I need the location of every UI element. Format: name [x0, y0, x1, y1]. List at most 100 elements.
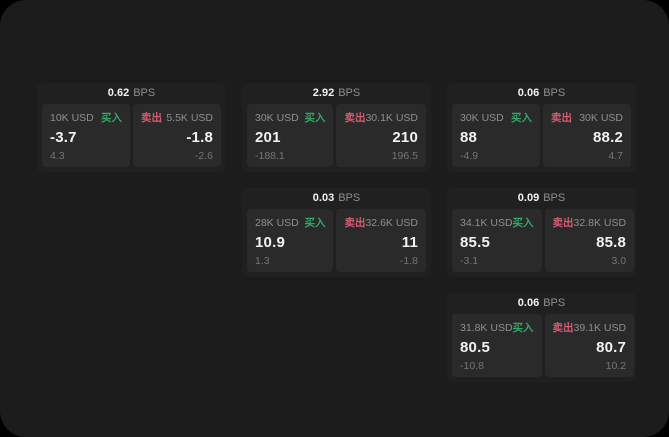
sell-price: 80.7 — [596, 339, 627, 356]
bps-header: 0.03 BPS — [242, 188, 431, 209]
buy-delta: 4.3 — [50, 150, 65, 162]
sell-side-label: 卖出 — [551, 112, 572, 124]
bps-header: 0.06 BPS — [447, 83, 636, 104]
sell-side-label: 卖出 — [344, 112, 366, 124]
sell-tile-header: 卖出 32.6K USD — [344, 215, 418, 230]
buy-tile-header: 30K USD 买入 — [460, 110, 532, 125]
quote-panels: 31.8K USD 买入 80.5 -10.8 卖出 39.1K USD 80.… — [452, 314, 635, 377]
bps-value: 0.06 — [517, 297, 540, 309]
sell-amount: 30.1K USD — [365, 111, 418, 124]
buy-quote-tile[interactable]: 28K USD 买入 10.9 1.3 — [247, 209, 334, 272]
sell-amount: 32.8K USD — [573, 216, 627, 229]
sell-side-label: 卖出 — [344, 217, 366, 229]
buy-price: -3.7 — [50, 129, 77, 146]
sell-side-label: 卖出 — [552, 322, 574, 334]
buy-amount: 30K USD — [460, 111, 504, 124]
buy-tile-header: 31.8K USD 买入 — [460, 320, 534, 335]
sell-delta: 10.2 — [605, 360, 627, 372]
quote-card: 0.03 BPS 28K USD 买入 10.9 1.3 卖出 32.6K US… — [242, 188, 431, 277]
sell-tile-header: 卖出 39.1K USD — [553, 320, 627, 335]
quote-card: 0.06 BPS 30K USD 买入 88 -4.9 卖出 30K USD 8… — [447, 83, 636, 172]
buy-amount: 28K USD — [255, 216, 299, 229]
bps-header: 0.06 BPS — [447, 293, 636, 314]
bps-unit: BPS — [543, 297, 566, 309]
sell-price: 85.8 — [596, 234, 627, 251]
sell-side-label: 卖出 — [552, 217, 574, 229]
sell-amount: 39.1K USD — [573, 321, 627, 334]
sell-tile-header: 卖出 32.8K USD — [553, 215, 627, 230]
bps-value: 0.09 — [517, 192, 540, 204]
bps-unit: BPS — [543, 87, 566, 99]
sell-side-label: 卖出 — [141, 112, 162, 124]
buy-delta: -3.1 — [460, 255, 479, 267]
buy-quote-tile[interactable]: 30K USD 买入 88 -4.9 — [452, 104, 540, 167]
quote-card: 0.62 BPS 10K USD 买入 -3.7 4.3 卖出 5.5K USD… — [37, 83, 226, 172]
sell-tile-header: 卖出 30K USD — [551, 110, 623, 125]
buy-delta: 1.3 — [255, 255, 270, 267]
buy-amount: 10K USD — [50, 111, 94, 124]
buy-quote-tile[interactable]: 34.1K USD 买入 85.5 -3.1 — [452, 209, 542, 272]
buy-price: 88 — [460, 129, 478, 146]
buy-amount: 31.8K USD — [460, 321, 513, 334]
sell-quote-tile[interactable]: 卖出 5.5K USD -1.8 -2.6 — [133, 104, 221, 167]
bps-value: 2.92 — [312, 87, 335, 99]
bps-unit: BPS — [133, 87, 156, 99]
bps-value: 0.06 — [517, 87, 540, 99]
buy-amount: 34.1K USD — [460, 216, 513, 229]
buy-price: 80.5 — [460, 339, 490, 356]
buy-tile-header: 28K USD 买入 — [255, 215, 325, 230]
buy-price: 10.9 — [255, 234, 285, 251]
sell-quote-tile[interactable]: 卖出 30K USD 88.2 4.7 — [543, 104, 631, 167]
buy-delta: -4.9 — [460, 150, 479, 162]
bps-header: 0.62 BPS — [37, 83, 226, 104]
buy-delta: -10.8 — [460, 360, 484, 372]
sell-amount: 32.6K USD — [365, 216, 418, 229]
buy-side-label: 买入 — [101, 112, 122, 124]
buy-side-label: 买入 — [511, 112, 532, 124]
bps-unit: BPS — [338, 192, 361, 204]
quote-cards-grid: 0.62 BPS 10K USD 买入 -3.7 4.3 卖出 5.5K USD… — [37, 83, 636, 382]
buy-side-label: 买入 — [512, 322, 534, 334]
sell-delta: 4.7 — [608, 150, 623, 162]
sell-tile-header: 卖出 30.1K USD — [344, 110, 418, 125]
buy-side-label: 买入 — [304, 112, 326, 124]
buy-price: 85.5 — [460, 234, 490, 251]
sell-quote-tile[interactable]: 卖出 32.6K USD 11 -1.8 — [336, 209, 426, 272]
sell-quote-tile[interactable]: 卖出 39.1K USD 80.7 10.2 — [544, 314, 635, 377]
sell-quote-tile[interactable]: 卖出 32.8K USD 85.8 3.0 — [544, 209, 635, 272]
buy-quote-tile[interactable]: 31.8K USD 买入 80.5 -10.8 — [452, 314, 542, 377]
bps-header: 2.92 BPS — [242, 83, 431, 104]
sell-delta: -1.8 — [399, 255, 418, 267]
sell-tile-header: 卖出 5.5K USD — [141, 110, 213, 125]
buy-tile-header: 10K USD 买入 — [50, 110, 122, 125]
bps-header: 0.09 BPS — [447, 188, 636, 209]
sell-delta: -2.6 — [194, 150, 213, 162]
sell-quote-tile[interactable]: 卖出 30.1K USD 210 196.5 — [336, 104, 426, 167]
buy-quote-tile[interactable]: 10K USD 买入 -3.7 4.3 — [42, 104, 130, 167]
quote-panels: 10K USD 买入 -3.7 4.3 卖出 5.5K USD -1.8 -2.… — [42, 104, 221, 167]
bps-unit: BPS — [338, 87, 361, 99]
quote-card: 2.92 BPS 30K USD 买入 201 -188.1 卖出 30.1K … — [242, 83, 431, 172]
sell-price: 11 — [401, 234, 418, 251]
quote-panels: 30K USD 买入 201 -188.1 卖出 30.1K USD 210 1… — [247, 104, 426, 167]
buy-tile-header: 34.1K USD 买入 — [460, 215, 534, 230]
sell-amount: 30K USD — [579, 111, 623, 124]
quote-panels: 30K USD 买入 88 -4.9 卖出 30K USD 88.2 4.7 — [452, 104, 631, 167]
bps-value: 0.62 — [107, 87, 130, 99]
sell-price: 210 — [392, 129, 418, 146]
bps-unit: BPS — [543, 192, 566, 204]
quote-card: 0.06 BPS 31.8K USD 买入 80.5 -10.8 卖出 39.1… — [447, 293, 636, 382]
bps-value: 0.03 — [312, 192, 335, 204]
sell-price: -1.8 — [186, 129, 213, 146]
sell-price: 88.2 — [593, 129, 623, 146]
sell-amount: 5.5K USD — [166, 111, 213, 124]
buy-side-label: 买入 — [512, 217, 534, 229]
buy-tile-header: 30K USD 买入 — [255, 110, 325, 125]
quote-card: 0.09 BPS 34.1K USD 买入 85.5 -3.1 卖出 32.8K… — [447, 188, 636, 277]
buy-side-label: 买入 — [304, 217, 326, 229]
quote-panels: 34.1K USD 买入 85.5 -3.1 卖出 32.8K USD 85.8… — [452, 209, 635, 272]
buy-quote-tile[interactable]: 30K USD 买入 201 -188.1 — [247, 104, 334, 167]
quote-panels: 28K USD 买入 10.9 1.3 卖出 32.6K USD 11 -1.8 — [247, 209, 426, 272]
buy-price: 201 — [255, 129, 281, 146]
